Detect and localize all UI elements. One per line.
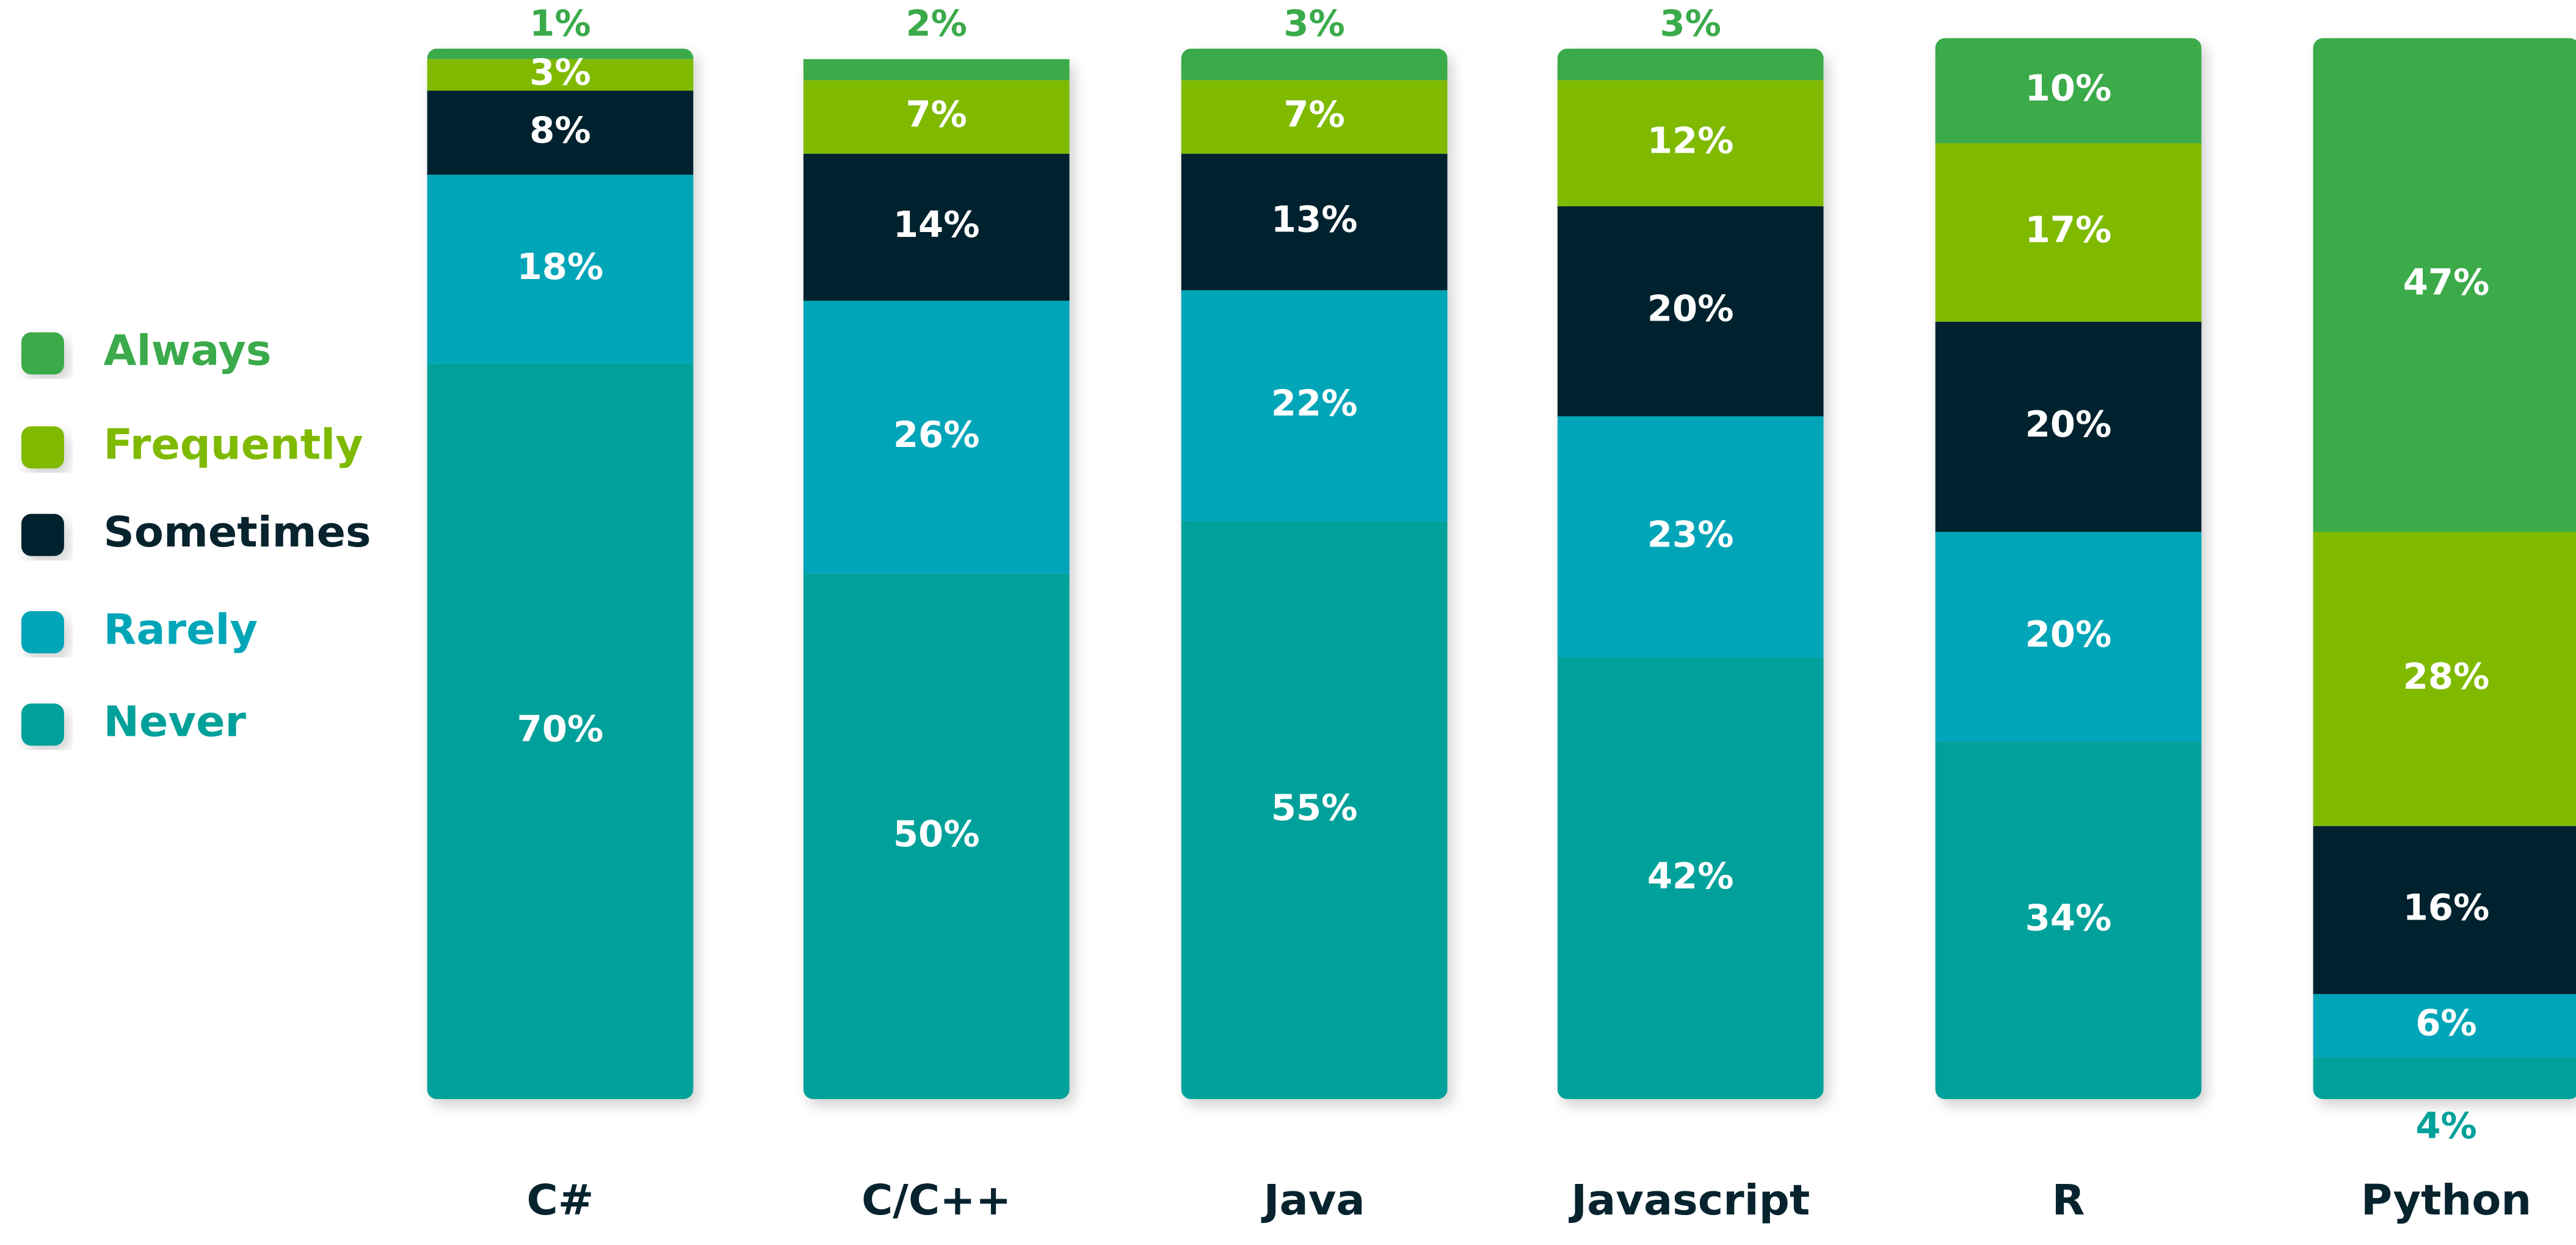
bar-segment — [803, 59, 1070, 81]
value-label: 1% — [529, 2, 590, 45]
value-label: 12% — [1647, 120, 1734, 162]
value-label: 2% — [905, 2, 967, 45]
value-label: 3% — [1660, 2, 1721, 45]
value-label: 28% — [2403, 655, 2490, 697]
value-label: 7% — [905, 93, 967, 136]
legend-label: Never — [104, 697, 247, 746]
bar-segment — [1181, 153, 1448, 291]
bar-segment — [1935, 742, 2202, 1100]
bar-segment — [2313, 1057, 2576, 1100]
bar — [2313, 38, 2576, 1100]
legend-swatch — [21, 514, 64, 556]
value-label: 22% — [1271, 382, 1358, 424]
bar-segment — [1557, 658, 1824, 1100]
value-label: 16% — [2403, 887, 2490, 929]
bar-segment — [1935, 38, 2202, 143]
legend-swatch — [21, 426, 64, 469]
bar-segment — [1557, 206, 1824, 416]
value-label: 23% — [1647, 514, 1734, 556]
value-label: 47% — [2403, 261, 2490, 303]
value-label: 26% — [893, 414, 980, 456]
bar-segment — [1935, 321, 2202, 532]
legend-swatch — [21, 332, 64, 375]
legend-swatch — [21, 703, 64, 746]
value-label: 20% — [2025, 613, 2112, 655]
bar-segment — [427, 48, 694, 59]
value-label: 7% — [1283, 93, 1344, 136]
bar-segment — [1181, 80, 1448, 154]
bar-segment — [1935, 143, 2202, 322]
bar-segment — [803, 153, 1070, 301]
bar-group — [1557, 48, 1824, 1100]
value-label: 20% — [2025, 403, 2112, 445]
legend-label: Always — [104, 326, 272, 375]
value-label: 3% — [529, 51, 590, 93]
bar-segment — [427, 175, 694, 364]
bar — [1935, 38, 2202, 1100]
bar-group — [803, 59, 1070, 1100]
bar-segment — [1557, 48, 1824, 81]
value-label: 42% — [1647, 855, 1734, 897]
bar-segment — [1181, 521, 1448, 1100]
value-label: 20% — [1647, 288, 1734, 330]
bar-segment — [1557, 416, 1824, 658]
bar-segment — [1181, 290, 1448, 521]
bar-group — [1935, 38, 2202, 1100]
value-label: 14% — [893, 203, 980, 245]
bar — [1181, 48, 1448, 1100]
bar-segment — [2313, 994, 2576, 1058]
bar — [1557, 48, 1824, 1100]
bar-segment — [1181, 48, 1448, 81]
value-label: 18% — [517, 245, 604, 288]
value-label: 55% — [1271, 786, 1358, 829]
x-tick-label: Java — [1261, 1175, 1365, 1224]
value-label: 8% — [529, 109, 590, 151]
value-label: 70% — [517, 708, 604, 750]
bar-group — [427, 48, 694, 1100]
x-tick-label: C/C++ — [862, 1175, 1011, 1224]
value-label: 34% — [2025, 897, 2112, 939]
bar-segment — [803, 573, 1070, 1100]
bar-segment — [1935, 532, 2202, 742]
value-label: 4% — [2415, 1105, 2476, 1147]
bar — [803, 59, 1070, 1100]
value-label: 3% — [1283, 2, 1344, 45]
x-tick-label: Javascript — [1569, 1175, 1810, 1224]
legend-label: Rarely — [104, 605, 258, 654]
x-tick-label: Python — [2361, 1175, 2531, 1224]
plot: 70% 18% 8% 3% 1% C# 50% 26% 14% 7% 2% C/C++ 55% 22% 13… — [427, 2, 2576, 1225]
value-label: 10% — [2025, 67, 2112, 109]
bar-group — [2313, 38, 2576, 1100]
legend-label: Sometimes — [104, 507, 371, 556]
x-tick-label: R — [2052, 1175, 2085, 1224]
bar-segment — [2313, 532, 2576, 826]
value-label: 17% — [2025, 209, 2112, 251]
legend-swatch — [21, 611, 64, 653]
x-tick-label: C# — [527, 1175, 594, 1224]
value-label: 6% — [2415, 1002, 2476, 1044]
bar-segment — [427, 90, 694, 175]
value-label: 50% — [893, 813, 980, 855]
value-label: 13% — [1271, 198, 1358, 241]
bar — [427, 48, 694, 1100]
bar-segment — [427, 59, 694, 91]
bar-segment — [427, 363, 694, 1100]
bar-segment — [1557, 80, 1824, 206]
legend-label: Frequently — [104, 420, 363, 469]
bar-segment — [2313, 38, 2576, 532]
bar-segment — [803, 80, 1070, 154]
bar-group — [1181, 48, 1448, 1100]
bar-segment — [2313, 826, 2576, 995]
bar-segment — [803, 300, 1070, 574]
